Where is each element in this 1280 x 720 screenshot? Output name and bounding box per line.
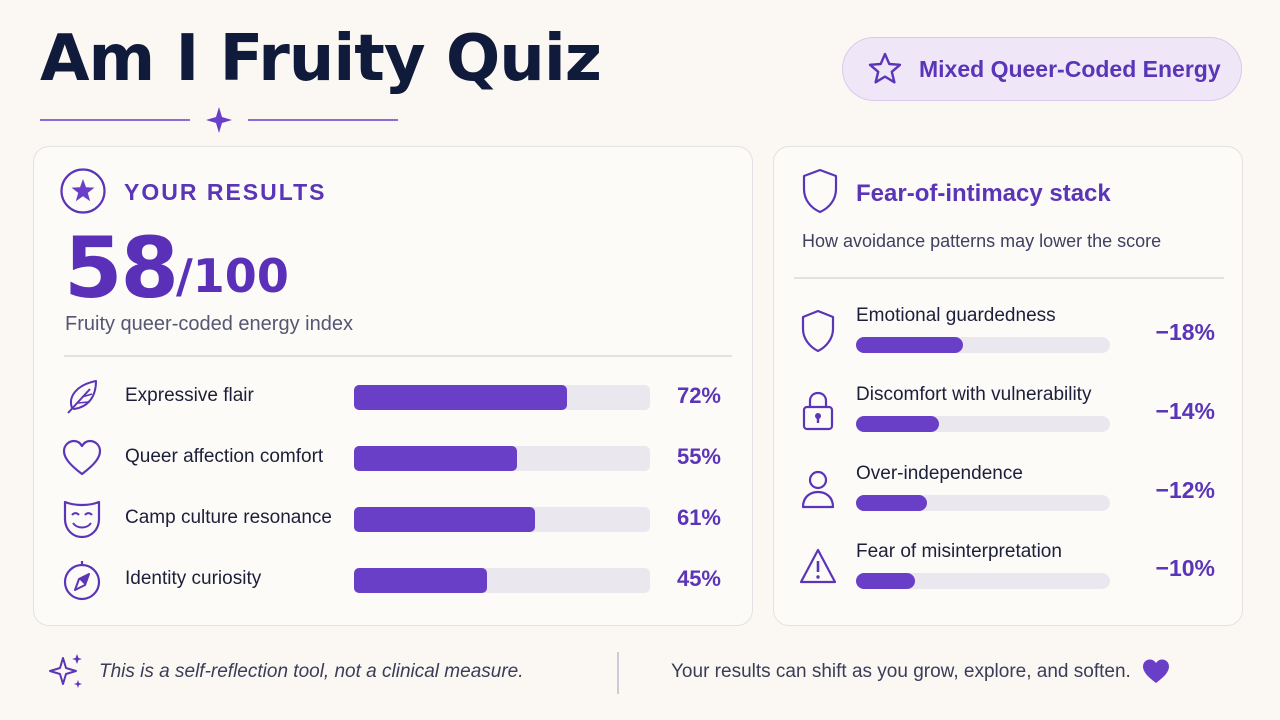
title-ornament-divider	[40, 107, 398, 133]
metric-label: Expressive flair	[125, 385, 254, 406]
metric-bar-fill	[354, 446, 517, 471]
star-circle-icon	[60, 168, 106, 214]
star-outline-icon	[868, 52, 902, 84]
factor-bar-fill	[856, 337, 963, 353]
factor-bar-track	[856, 495, 1110, 511]
stack-divider	[794, 277, 1224, 279]
factor-row-over-independence: Over-independence −12%	[774, 461, 1244, 523]
factor-bar-fill	[856, 416, 939, 432]
results-divider	[64, 355, 732, 357]
factor-bar-track	[856, 416, 1110, 432]
metric-bar-fill	[354, 568, 488, 593]
lock-icon	[802, 391, 834, 431]
person-icon	[801, 470, 835, 509]
result-type-badge: Mixed Queer-Coded Energy	[842, 37, 1242, 101]
metric-bar-track	[354, 507, 650, 532]
factor-value: −12%	[1155, 477, 1215, 503]
stack-title: Fear-of-intimacy stack	[856, 180, 1111, 207]
results-heading: YOUR RESULTS	[124, 179, 327, 205]
factor-label: Over-independence	[856, 463, 1023, 484]
factor-bar-fill	[856, 495, 928, 511]
metric-row-expressive-flair: Expressive flair 72%	[34, 371, 754, 421]
factor-label: Emotional guardedness	[856, 305, 1056, 326]
stack-subtitle: How avoidance patterns may lower the sco…	[802, 231, 1162, 251]
factor-row-discomfort-with-vulnerability: Discomfort with vulnerability −14%	[774, 382, 1244, 444]
metric-label: Queer affection comfort	[125, 446, 324, 467]
factor-bar-track	[856, 337, 1110, 353]
factor-bar-fill	[856, 573, 916, 589]
theater-mask-icon	[63, 500, 101, 539]
metric-label: Camp culture resonance	[125, 507, 332, 528]
sparkle-icon	[49, 654, 82, 688]
shield-icon	[802, 168, 838, 214]
metric-row-queer-affection-comfort: Queer affection comfort 55%	[34, 432, 754, 482]
score-value: 58	[64, 219, 179, 317]
factor-row-fear-of-misinterpretation: Fear of misinterpretation −10%	[774, 539, 1244, 601]
warning-icon	[799, 548, 837, 584]
metric-bar-track	[354, 446, 650, 471]
shield-icon	[801, 309, 835, 353]
metric-value: 55%	[676, 444, 721, 469]
footer-growth-note: Your results can shift as you grow, expl…	[671, 661, 1131, 682]
page-title: Am I Fruity Quiz	[40, 22, 602, 96]
metric-bar-track	[354, 385, 650, 410]
score-total: /100	[176, 249, 289, 303]
metric-value: 72%	[676, 383, 721, 408]
metric-label: Identity curiosity	[125, 568, 262, 589]
heart-icon	[62, 439, 102, 476]
feather-icon	[67, 380, 97, 414]
badge-label: Mixed Queer-Coded Energy	[919, 55, 1221, 82]
metric-bar-fill	[354, 507, 535, 532]
factor-row-emotional-guardedness: Emotional guardedness −18%	[774, 303, 1244, 365]
compass-icon	[63, 561, 101, 601]
metric-value: 61%	[676, 505, 721, 530]
metric-bar-track	[354, 568, 650, 593]
metric-row-camp-culture-resonance: Camp culture resonance 61%	[34, 493, 754, 543]
factor-value: −18%	[1155, 319, 1215, 345]
score-caption: Fruity queer-coded energy index	[65, 313, 353, 335]
heart-filled-icon	[1143, 659, 1169, 683]
metric-row-identity-curiosity: Identity curiosity 45%	[34, 554, 754, 604]
factor-bar-track	[856, 573, 1110, 589]
factor-value: −10%	[1155, 555, 1215, 581]
factor-value: −14%	[1155, 398, 1215, 424]
footer-divider	[617, 652, 619, 694]
fear-of-intimacy-card: Fear-of-intimacy stack How avoidance pat…	[773, 146, 1243, 626]
factor-label: Discomfort with vulnerability	[856, 384, 1092, 405]
factor-label: Fear of misinterpretation	[856, 541, 1062, 562]
footer-disclaimer: This is a self-reflection tool, not a cl…	[99, 661, 524, 682]
metric-bar-fill	[354, 385, 568, 410]
results-card: YOUR RESULTS 58 /100 Fruity queer-coded …	[33, 146, 753, 626]
metric-value: 45%	[676, 566, 721, 591]
